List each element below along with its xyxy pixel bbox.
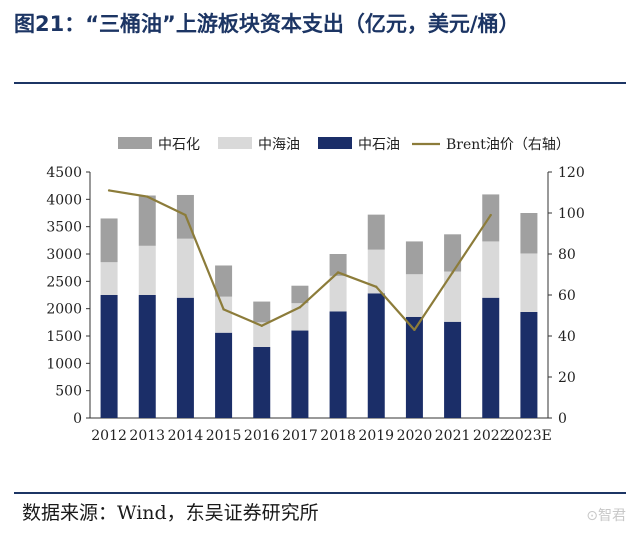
top-divider <box>14 82 626 84</box>
left-tick-label: 500 <box>55 384 82 400</box>
bar-petrochina <box>482 297 500 418</box>
bar-sinopec <box>253 301 271 323</box>
bar-petrochina <box>176 297 194 418</box>
bar-cnooc <box>253 322 271 347</box>
bar-petrochina <box>253 346 271 418</box>
left-tick-label: 1500 <box>46 329 82 345</box>
bar-cnooc <box>100 262 118 295</box>
brent-point <box>413 328 416 332</box>
left-tick-label: 4500 <box>46 165 82 181</box>
x-tick-label: 2015 <box>206 428 242 444</box>
right-tick-label: 0 <box>558 411 567 427</box>
bar-petrochina <box>444 321 462 418</box>
bar-sinopec <box>482 194 500 242</box>
left-tick-label: 1000 <box>46 356 82 372</box>
bar-sinopec <box>215 265 233 297</box>
brent-point <box>451 271 454 274</box>
right-tick-label: 80 <box>558 247 576 263</box>
bottom-divider <box>14 492 626 494</box>
watermark-logo: ⊙智君 <box>586 508 626 524</box>
x-tick-label: 2022 <box>473 428 509 444</box>
bar-petrochina <box>138 295 156 418</box>
legend-swatch <box>218 137 252 149</box>
x-tick-label: 2014 <box>168 428 204 444</box>
legend-item: 中石油 <box>318 137 400 153</box>
bar-sinopec <box>329 254 347 276</box>
brent-point <box>489 213 492 217</box>
chart-legend: 中石化 中海油 中石油 Brent油价（右轴） <box>118 137 570 153</box>
bar-line-chart: 中石化 中海油 中石油 Brent油价（右轴） 0500100015002000250… <box>46 137 585 444</box>
brent-point <box>336 271 340 274</box>
bar-petrochina <box>329 311 347 418</box>
bar-sinopec <box>444 234 462 272</box>
legend-swatch <box>118 137 152 149</box>
legend-label: 中海油 <box>258 137 300 153</box>
bar-series <box>100 194 538 418</box>
bar-cnooc <box>444 271 462 322</box>
x-tick-label: 2019 <box>358 428 394 444</box>
bar-cnooc <box>520 253 538 312</box>
x-tick-label: 2017 <box>282 428 318 444</box>
bar-sinopec <box>138 195 156 246</box>
right-tick-label: 20 <box>558 370 576 386</box>
brent-line-series <box>107 189 492 332</box>
bar-cnooc <box>405 274 423 317</box>
legend-item: 中石化 <box>118 137 200 153</box>
legend-label: Brent油价（右轴） <box>446 137 570 153</box>
legend-item: 中海油 <box>218 137 300 153</box>
bar-petrochina <box>405 316 423 418</box>
bar-petrochina <box>291 330 309 418</box>
right-tick-label: 40 <box>558 329 576 345</box>
legend-swatch <box>318 137 352 149</box>
right-tick-label: 120 <box>558 165 585 181</box>
brent-point <box>298 306 302 309</box>
bar-sinopec <box>520 213 538 254</box>
x-tick-label: 2018 <box>320 428 356 444</box>
x-tick-label: 2016 <box>244 428 280 444</box>
x-tick-label: 2012 <box>91 428 127 444</box>
legend-label: 中石油 <box>358 137 400 153</box>
right-tick-label: 100 <box>558 206 585 222</box>
left-tick-label: 3000 <box>46 247 82 263</box>
x-tick-label: 2023E <box>506 428 552 444</box>
chart-title: 图21：“三桶油”上游板块资本支出（亿元，美元/桶） <box>14 12 520 36</box>
right-tick-label: 60 <box>558 288 576 304</box>
bar-cnooc <box>329 275 347 312</box>
left-tick-label: 3500 <box>46 220 82 236</box>
brent-point <box>375 285 378 288</box>
left-tick-label: 2500 <box>46 274 82 290</box>
x-tick-label: 2021 <box>435 428 471 444</box>
x-tick-label: 2013 <box>129 428 165 444</box>
left-tick-label: 4000 <box>46 192 82 208</box>
bar-cnooc <box>176 238 194 298</box>
bar-cnooc <box>138 245 156 295</box>
bar-cnooc <box>215 296 233 333</box>
brent-point <box>260 324 263 327</box>
source-note: 数据来源：Wind，东吴证券研究所 <box>22 502 319 524</box>
brent-point <box>222 308 225 311</box>
bar-petrochina <box>215 332 233 418</box>
brent-point <box>146 195 149 198</box>
bar-sinopec <box>100 218 118 263</box>
bar-sinopec <box>367 214 385 250</box>
x-tick-label: 2020 <box>397 428 433 444</box>
legend-label: 中石化 <box>158 137 200 153</box>
bar-petrochina <box>100 295 118 418</box>
bar-petrochina <box>367 293 385 418</box>
bar-sinopec <box>405 241 423 275</box>
bar-petrochina <box>520 311 538 418</box>
left-tick-label: 0 <box>73 411 82 427</box>
brent-point <box>184 213 187 217</box>
chart-axes: 0 500 1000 1500 2000 2500 3000 3500 4000 4500 0 20 4… <box>46 165 584 444</box>
brent-point <box>107 189 111 192</box>
left-tick-label: 2000 <box>46 302 82 318</box>
bar-cnooc <box>367 249 385 294</box>
legend-item: Brent油价（右轴） <box>412 137 570 153</box>
bar-cnooc <box>482 241 500 298</box>
bar-sinopec <box>291 285 309 304</box>
